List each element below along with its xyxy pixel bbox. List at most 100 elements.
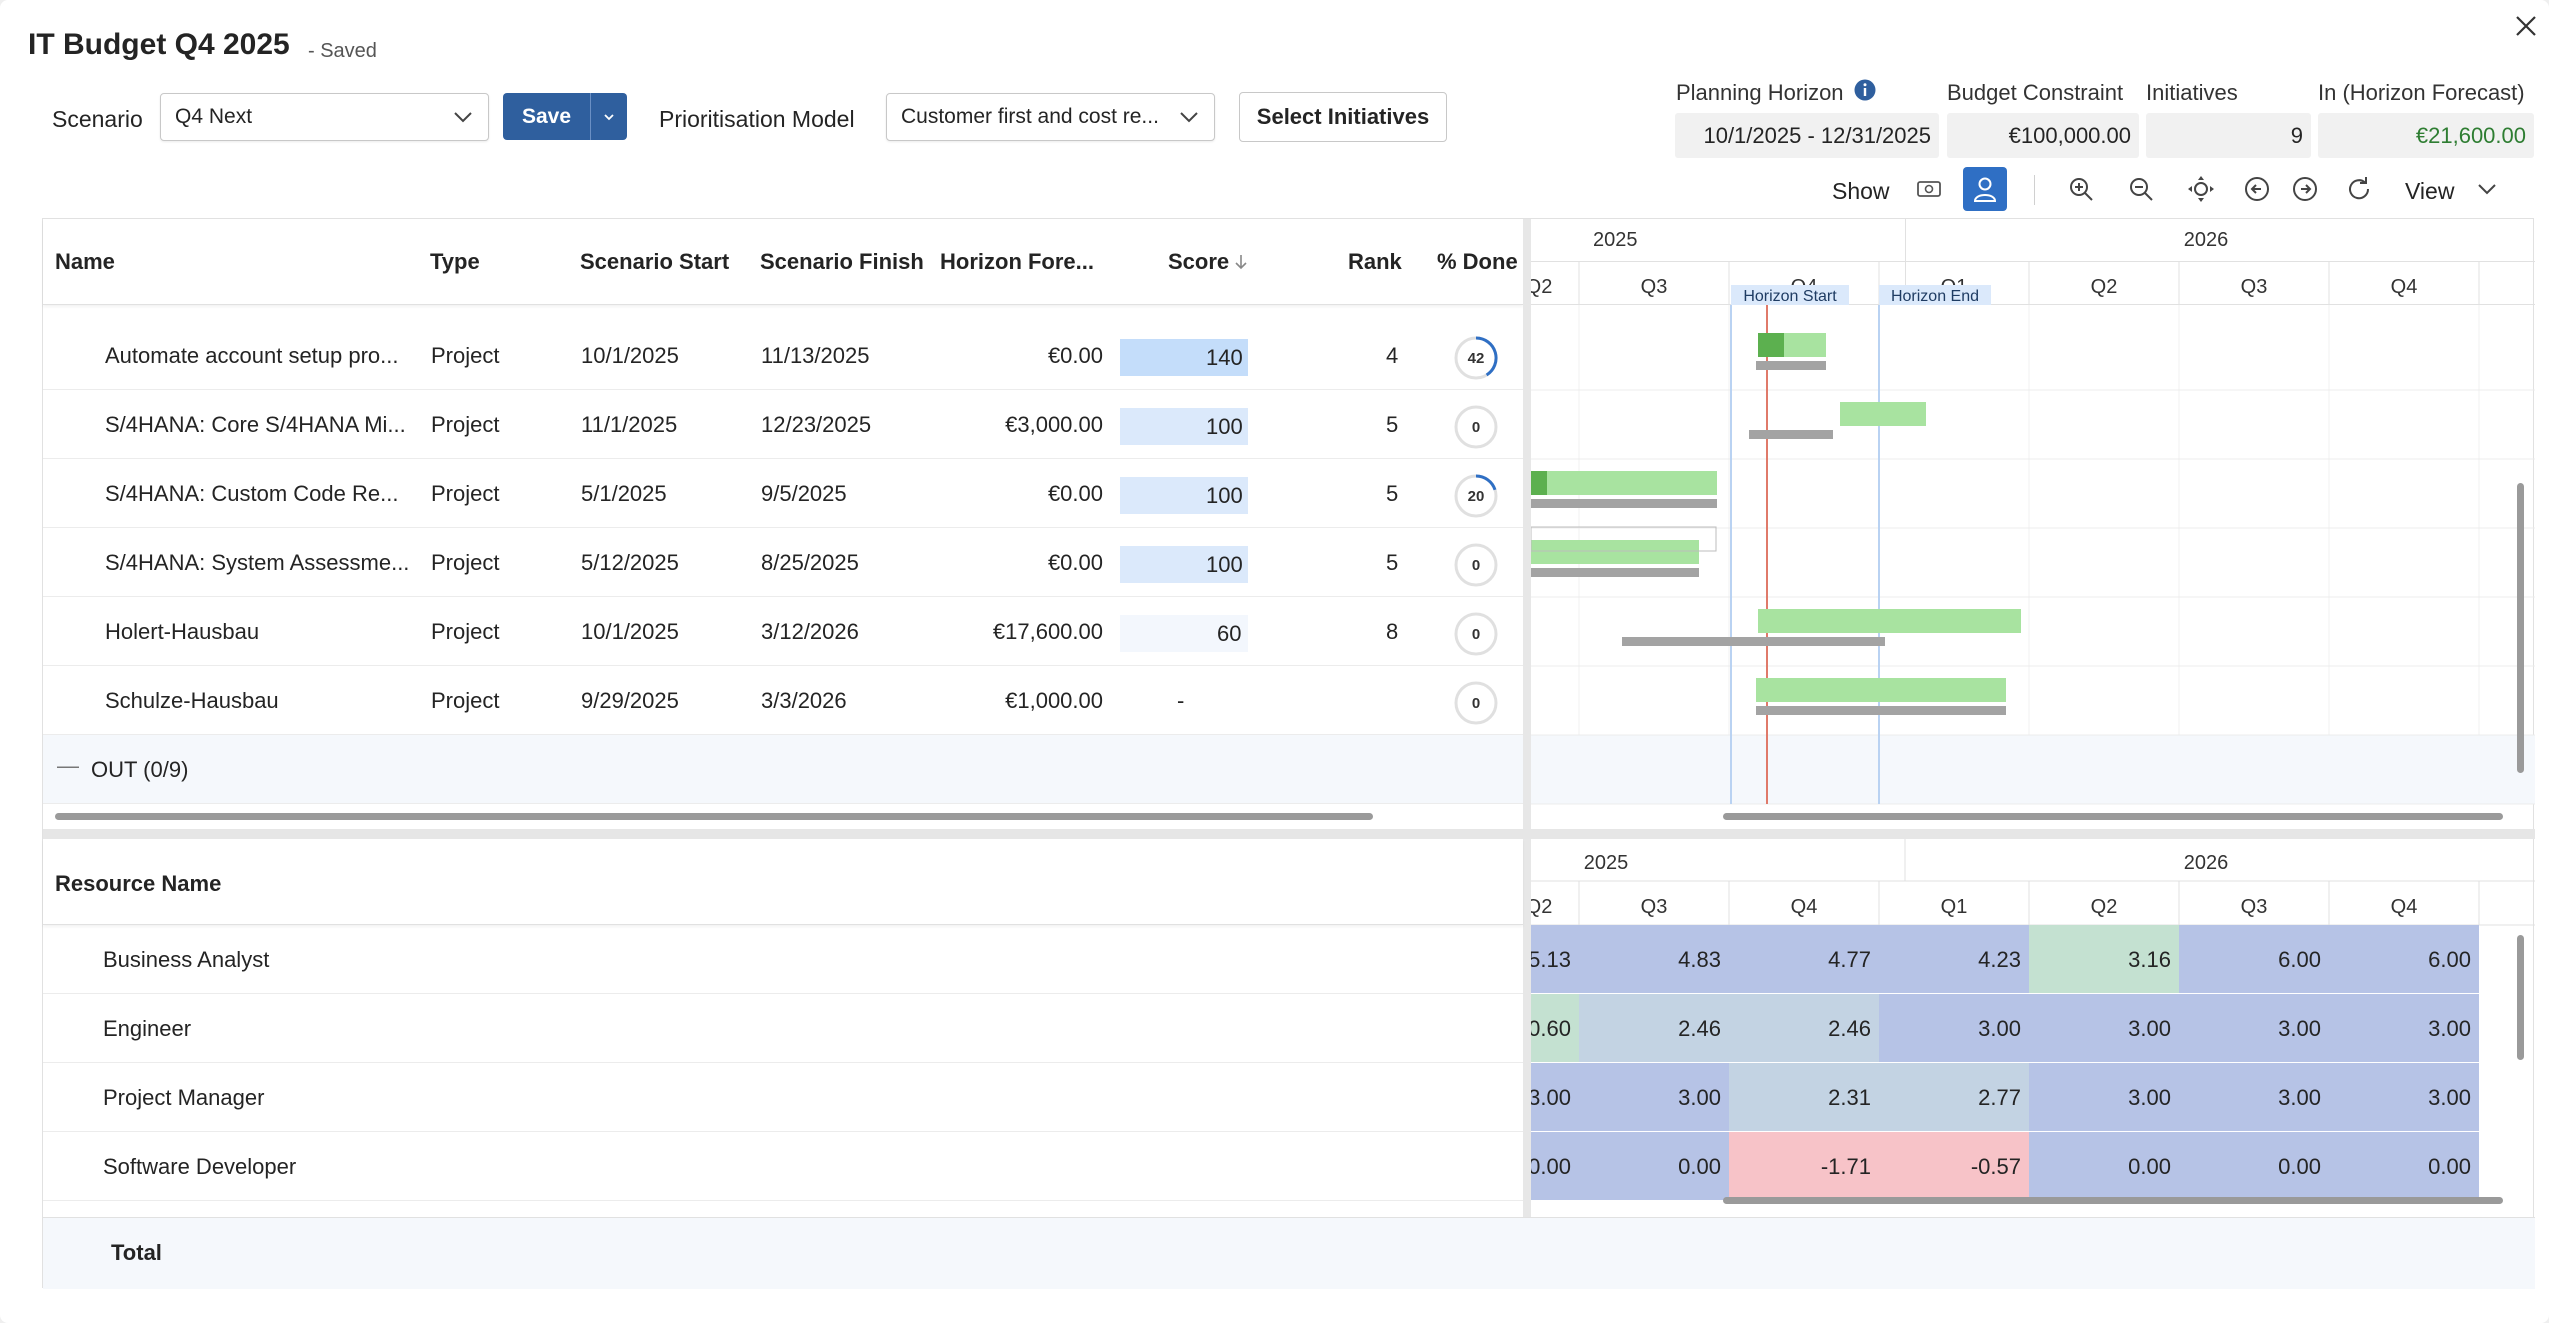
scroll-left-icon[interactable] [2235,167,2279,211]
chevron-down-icon[interactable] [2476,182,2498,201]
horizon-start-label: Horizon Start [1743,288,1837,305]
col-horizon-forecast[interactable]: Horizon Fore... [940,249,1094,274]
quarter-label: Q2 [2091,896,2118,918]
heat-cell [2029,925,2179,993]
resource-row[interactable]: Software Developer [43,1132,1523,1201]
cell-score: 140 [1206,345,1243,370]
group-row-out[interactable]: — OUT (0/9) [43,735,1523,804]
cell-name: S/4HANA: Custom Code Re... [105,481,399,506]
saved-status: - Saved [308,40,377,62]
heat-value: 3.00 [2428,1085,2471,1110]
select-initiatives-button[interactable]: Select Initiatives [1239,92,1447,142]
prioritisation-dropdown[interactable]: Customer first and cost re... [886,93,1215,141]
progress-ring: 0 [1454,405,1498,449]
heat-cell [1879,925,2029,993]
heat-value: 3.00 [2128,1085,2171,1110]
grid-vertical-scrollbar[interactable] [2517,483,2524,773]
gantt-bar [1756,678,2006,702]
grid-scrollbar[interactable] [55,813,1373,820]
pct-value: 20 [1468,488,1485,505]
gantt-bar [1531,540,1699,564]
gantt-outline [1531,526,1717,552]
table-row[interactable]: S/4HANA: System Assessme... Project 5/12… [43,528,1523,597]
gantt-progress [1758,333,1784,357]
quarter-label: Q2 [1531,276,1552,298]
heat-cell [1579,925,1729,993]
col-rank[interactable]: Rank [1348,249,1402,274]
table-row[interactable]: Schulze-Hausbau Project 9/29/2025 3/3/20… [43,666,1523,735]
resource-timeline-scrollbar[interactable] [1723,1197,2503,1204]
cell-score: - [1177,688,1185,713]
col-scenario-start[interactable]: Scenario Start [580,249,730,274]
quarter-label: Q4 [1791,896,1818,918]
pct-value: 42 [1468,350,1485,367]
total-label: Total [111,1240,162,1265]
resource-row[interactable]: Project Manager [43,1063,1523,1132]
heat-value: 4.83 [1678,947,1721,972]
section-splitter[interactable] [43,829,2535,839]
zoom-out-icon[interactable] [2119,167,2163,211]
table-row[interactable]: S/4HANA: Custom Code Re... Project 5/1/2… [43,459,1523,528]
gantt-baseline [1756,361,1826,370]
progress-ring: 20 [1454,474,1498,518]
heat-value: -0.57 [1971,1154,2021,1179]
pane-splitter[interactable] [1523,219,1531,1289]
heat-cell [1531,925,1579,993]
col-score[interactable]: Score [1168,249,1230,274]
show-label: Show [1832,178,1890,204]
table-row[interactable]: S/4HANA: Core S/4HANA Mi... Project 11/1… [43,390,1523,459]
col-resource-name[interactable]: Resource Name [55,871,222,896]
cell-score: 100 [1206,414,1243,439]
col-pct-done[interactable]: % Done [1437,249,1518,274]
budget-constraint-value: €100,000.00 [1947,113,2139,158]
resource-row[interactable]: Business Analyst [43,925,1523,994]
cell-finish: 8/25/2025 [761,550,859,575]
cell-type: Project [431,412,500,437]
sort-down-icon[interactable] [1234,253,1248,276]
close-icon[interactable] [2508,8,2544,44]
heat-cell [1879,994,2029,1062]
resource-row[interactable]: Engineer [43,994,1523,1063]
scroll-right-icon[interactable] [2283,167,2327,211]
heat-value: 2.31 [1828,1085,1871,1110]
heat-value: 5.13 [1531,947,1571,972]
person-icon[interactable] [1963,167,2007,211]
heat-value: 0.00 [1678,1154,1721,1179]
cell-name: Automate account setup pro... [105,343,399,368]
year-label: 2026 [2184,852,2229,874]
table-row[interactable]: Automate account setup pro... Project 10… [43,321,1523,390]
score-bar [1120,546,1248,583]
grid-header: Name Type Scenario Start Scenario Finish… [43,219,1523,305]
cell-rank: 4 [1386,343,1399,368]
heat-cell [2029,994,2179,1062]
refresh-icon[interactable] [2337,167,2381,211]
table-row[interactable]: Holert-Hausbau Project 10/1/2025 3/12/20… [43,597,1523,666]
col-scenario-finish[interactable]: Scenario Finish [760,249,924,274]
money-icon[interactable] [1907,167,1951,211]
info-icon[interactable] [1853,78,1877,102]
zoom-in-icon[interactable] [2059,167,2103,211]
view-menu-label[interactable]: View [2405,178,2455,204]
collapse-icon[interactable]: — [57,753,79,778]
prioritisation-label: Prioritisation Model [659,106,855,132]
cell-type: Project [431,481,500,506]
gantt-baseline [1622,637,1885,646]
col-name[interactable]: Name [55,249,115,274]
fit-icon[interactable] [2179,167,2223,211]
heat-cell [2029,1132,2179,1200]
heat-cell [2329,925,2479,993]
resource-vertical-scrollbar[interactable] [2517,935,2524,1060]
year-2025: 2025 [1593,229,1638,251]
timeline-scrollbar[interactable] [1723,813,2503,820]
score-bar [1120,615,1248,652]
save-options-button[interactable] [590,93,627,140]
scenario-dropdown[interactable]: Q4 Next [160,93,489,141]
col-type[interactable]: Type [430,249,480,274]
pct-value: 0 [1472,626,1480,643]
cell-score: 100 [1206,483,1243,508]
cell-name: Schulze-Hausbau [105,688,279,713]
save-button[interactable]: Save [503,93,590,140]
cell-rank: 8 [1386,619,1399,644]
